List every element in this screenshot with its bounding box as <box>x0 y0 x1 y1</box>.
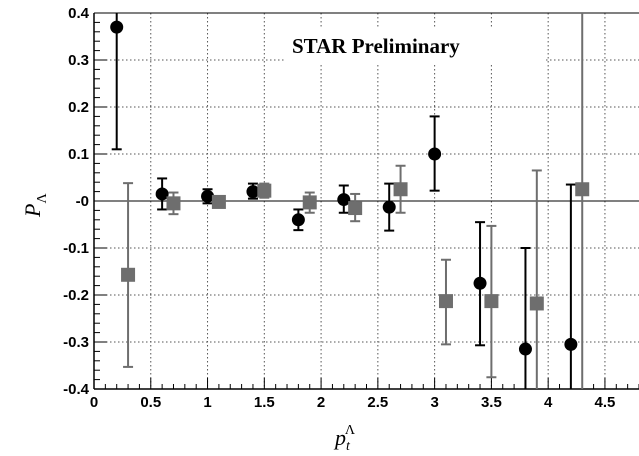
data-point-square <box>302 195 317 210</box>
data-point-circle <box>155 187 169 201</box>
data-point-circle <box>291 213 305 227</box>
x-axis-label: ptΛ <box>333 423 356 454</box>
x-tick-label: 3 <box>430 394 438 411</box>
x-tick-label: 0 <box>90 394 98 411</box>
data-point-circle <box>337 193 351 207</box>
data-point-square <box>211 194 226 209</box>
y-tick-label: -0.1 <box>63 240 89 257</box>
data-point-circle <box>428 147 442 161</box>
x-tick-label: 1.5 <box>254 394 275 411</box>
data-point-circle <box>201 189 215 203</box>
x-tick-label: 0.5 <box>140 394 161 411</box>
data-point-circle <box>473 276 487 290</box>
y-tick-label: 0.4 <box>68 5 90 22</box>
x-tick-label: 1 <box>203 394 211 411</box>
x-tick-label: 3.5 <box>481 394 502 411</box>
data-point-circle <box>382 200 396 214</box>
y-tick-label: -0 <box>76 193 89 210</box>
y-axis-label: PΛ <box>20 193 50 218</box>
data-point-square <box>348 201 363 216</box>
data-point-square <box>529 296 544 311</box>
y-tick-label: -0.4 <box>63 381 90 398</box>
title-box <box>284 28 546 64</box>
data-point-square <box>121 267 136 282</box>
data-point-circle <box>518 342 532 356</box>
series-circle <box>110 13 578 389</box>
series-square <box>121 13 590 389</box>
x-axis-ticks: 0 0.5 1 1.5 2 2.5 3 3.5 4 4.5 <box>90 378 639 411</box>
y-tick-label: 0.2 <box>68 99 89 116</box>
data-point-circle <box>246 185 260 199</box>
y-tick-label: -0.2 <box>63 287 89 304</box>
y-tick-label: 0.3 <box>68 52 89 69</box>
data-point-square <box>438 294 453 309</box>
data-point-square <box>257 183 272 198</box>
x-tick-label: 4 <box>544 394 553 411</box>
x-tick-label: 4.5 <box>595 394 616 411</box>
data-point-circle <box>110 20 124 34</box>
data-point-square <box>166 196 181 211</box>
data-series <box>110 13 590 389</box>
y-axis-ticks: -0.4 -0.3 -0.2 -0.1 -0 0.1 0.2 0.3 0.4 <box>63 5 107 398</box>
data-point-square <box>393 182 408 197</box>
y-tick-label: -0.3 <box>63 334 89 351</box>
y-tick-label: 0.1 <box>68 146 89 163</box>
data-point-square <box>575 182 590 197</box>
x-tick-label: 2 <box>317 394 325 411</box>
data-point-circle <box>564 337 578 351</box>
x-tick-label: 2.5 <box>367 394 388 411</box>
data-point-square <box>484 294 499 309</box>
chart-title: STAR Preliminary <box>292 34 460 58</box>
